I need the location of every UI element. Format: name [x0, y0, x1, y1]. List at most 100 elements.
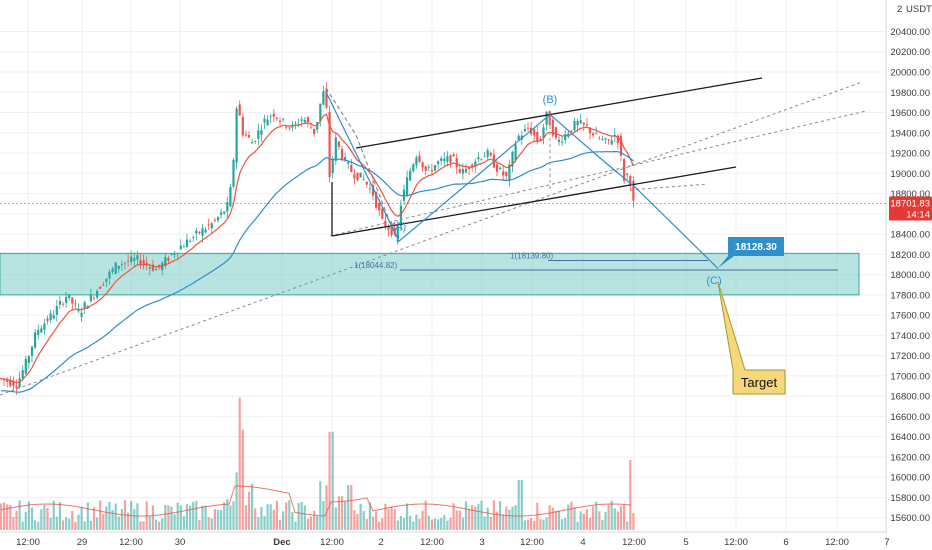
- elliott-wave-path: [325, 91, 719, 269]
- target-price-value: 18128.30: [735, 242, 777, 253]
- candle-body: [282, 118, 285, 120]
- candle-body: [402, 189, 406, 201]
- volume-bar: [471, 505, 474, 530]
- volume-bar: [58, 502, 61, 530]
- candle-body: [300, 119, 303, 121]
- candle-body: [430, 170, 433, 172]
- candle-body: [278, 120, 282, 122]
- candle-body: [551, 119, 554, 136]
- volume-bar: [195, 500, 198, 530]
- volume-bar: [604, 511, 607, 530]
- candle-body: [452, 154, 455, 157]
- volume-bar: [440, 517, 443, 530]
- volume-bar: [257, 517, 260, 530]
- candle-body: [27, 356, 30, 363]
- candle-body: [458, 169, 461, 173]
- candle-body: [455, 158, 458, 168]
- volume-bar: [136, 503, 139, 530]
- candle-body: [427, 167, 430, 169]
- time-axis-tick: 5: [683, 537, 688, 548]
- candle-body: [55, 306, 58, 315]
- candle-body: [30, 346, 34, 356]
- volume-bar: [480, 500, 483, 530]
- volume-bar: [536, 502, 539, 530]
- volume-bar: [46, 508, 49, 530]
- candle-body: [607, 139, 610, 141]
- volume-bar: [68, 518, 71, 530]
- price-axis-tick: 18000.00: [890, 270, 930, 281]
- candle-body: [21, 370, 24, 379]
- candle-body: [133, 258, 136, 261]
- candle-body: [244, 134, 247, 136]
- volume-bar: [179, 505, 182, 530]
- volume-bar: [139, 521, 142, 530]
- price-axis-tick: 17800.00: [890, 290, 930, 301]
- volume-bar: [182, 516, 185, 530]
- volume-bar: [99, 500, 102, 530]
- volume-bar: [198, 519, 201, 530]
- volume-bar: [340, 496, 344, 530]
- candle-body: [173, 253, 176, 255]
- volume-bar: [582, 513, 585, 530]
- volume-bar: [266, 504, 269, 530]
- price-axis-tick: 19600.00: [890, 108, 930, 119]
- volume-bar: [508, 509, 511, 530]
- volume-bar: [517, 480, 520, 530]
- candle-body: [99, 286, 102, 289]
- candle-body: [185, 239, 189, 248]
- price-axis-background: [886, 0, 932, 550]
- candle-body: [443, 158, 446, 162]
- volume-bar: [71, 510, 74, 530]
- volume-bar: [313, 510, 316, 530]
- candle-body: [523, 128, 526, 132]
- volume-bar: [15, 510, 18, 530]
- candle-body: [148, 267, 151, 269]
- candle-body: [573, 120, 576, 131]
- volume-bar: [347, 485, 350, 530]
- candle-body: [241, 116, 244, 136]
- candle-body: [424, 166, 427, 171]
- support-zone-layer: [0, 252, 860, 296]
- volume-bar: [477, 503, 480, 530]
- candle-body: [561, 141, 564, 143]
- volume-bar: [319, 481, 322, 530]
- candle-body: [120, 264, 123, 266]
- volume-bar: [92, 507, 96, 530]
- volume-bar: [77, 514, 80, 530]
- candle-body: [340, 149, 344, 160]
- volume-bar: [619, 506, 623, 530]
- candle-body: [136, 255, 139, 260]
- volume-bar: [158, 521, 161, 530]
- candle-body: [483, 156, 486, 158]
- candle-body: [247, 135, 251, 138]
- candle-body: [201, 228, 204, 236]
- volume-bar: [499, 501, 502, 530]
- candle-body: [6, 379, 9, 382]
- candle-body: [585, 124, 588, 126]
- volume-bar: [309, 516, 313, 530]
- candle-body: [275, 117, 278, 119]
- volume-bar: [443, 515, 446, 530]
- candle-body: [164, 257, 167, 266]
- volume-bar: [288, 500, 291, 530]
- candle-body: [37, 329, 40, 335]
- candle-body: [471, 164, 474, 168]
- candle-body: [623, 159, 626, 181]
- time-axis-tick: Dec: [273, 537, 290, 548]
- wave-label: (A): [392, 221, 407, 233]
- candle-body: [154, 268, 158, 271]
- volume-bar: [334, 507, 337, 530]
- time-axis-tick: 12:00: [825, 537, 849, 548]
- candle-body: [477, 157, 480, 160]
- candle-body: [12, 380, 15, 387]
- candle-body: [68, 294, 71, 299]
- volume-bar: [368, 502, 371, 530]
- candle-body: [421, 162, 424, 168]
- candle-body: [474, 161, 477, 167]
- candle-body: [86, 305, 89, 309]
- volume-bar: [502, 514, 505, 530]
- candle-body: [446, 156, 449, 162]
- volume-bar: [37, 521, 40, 530]
